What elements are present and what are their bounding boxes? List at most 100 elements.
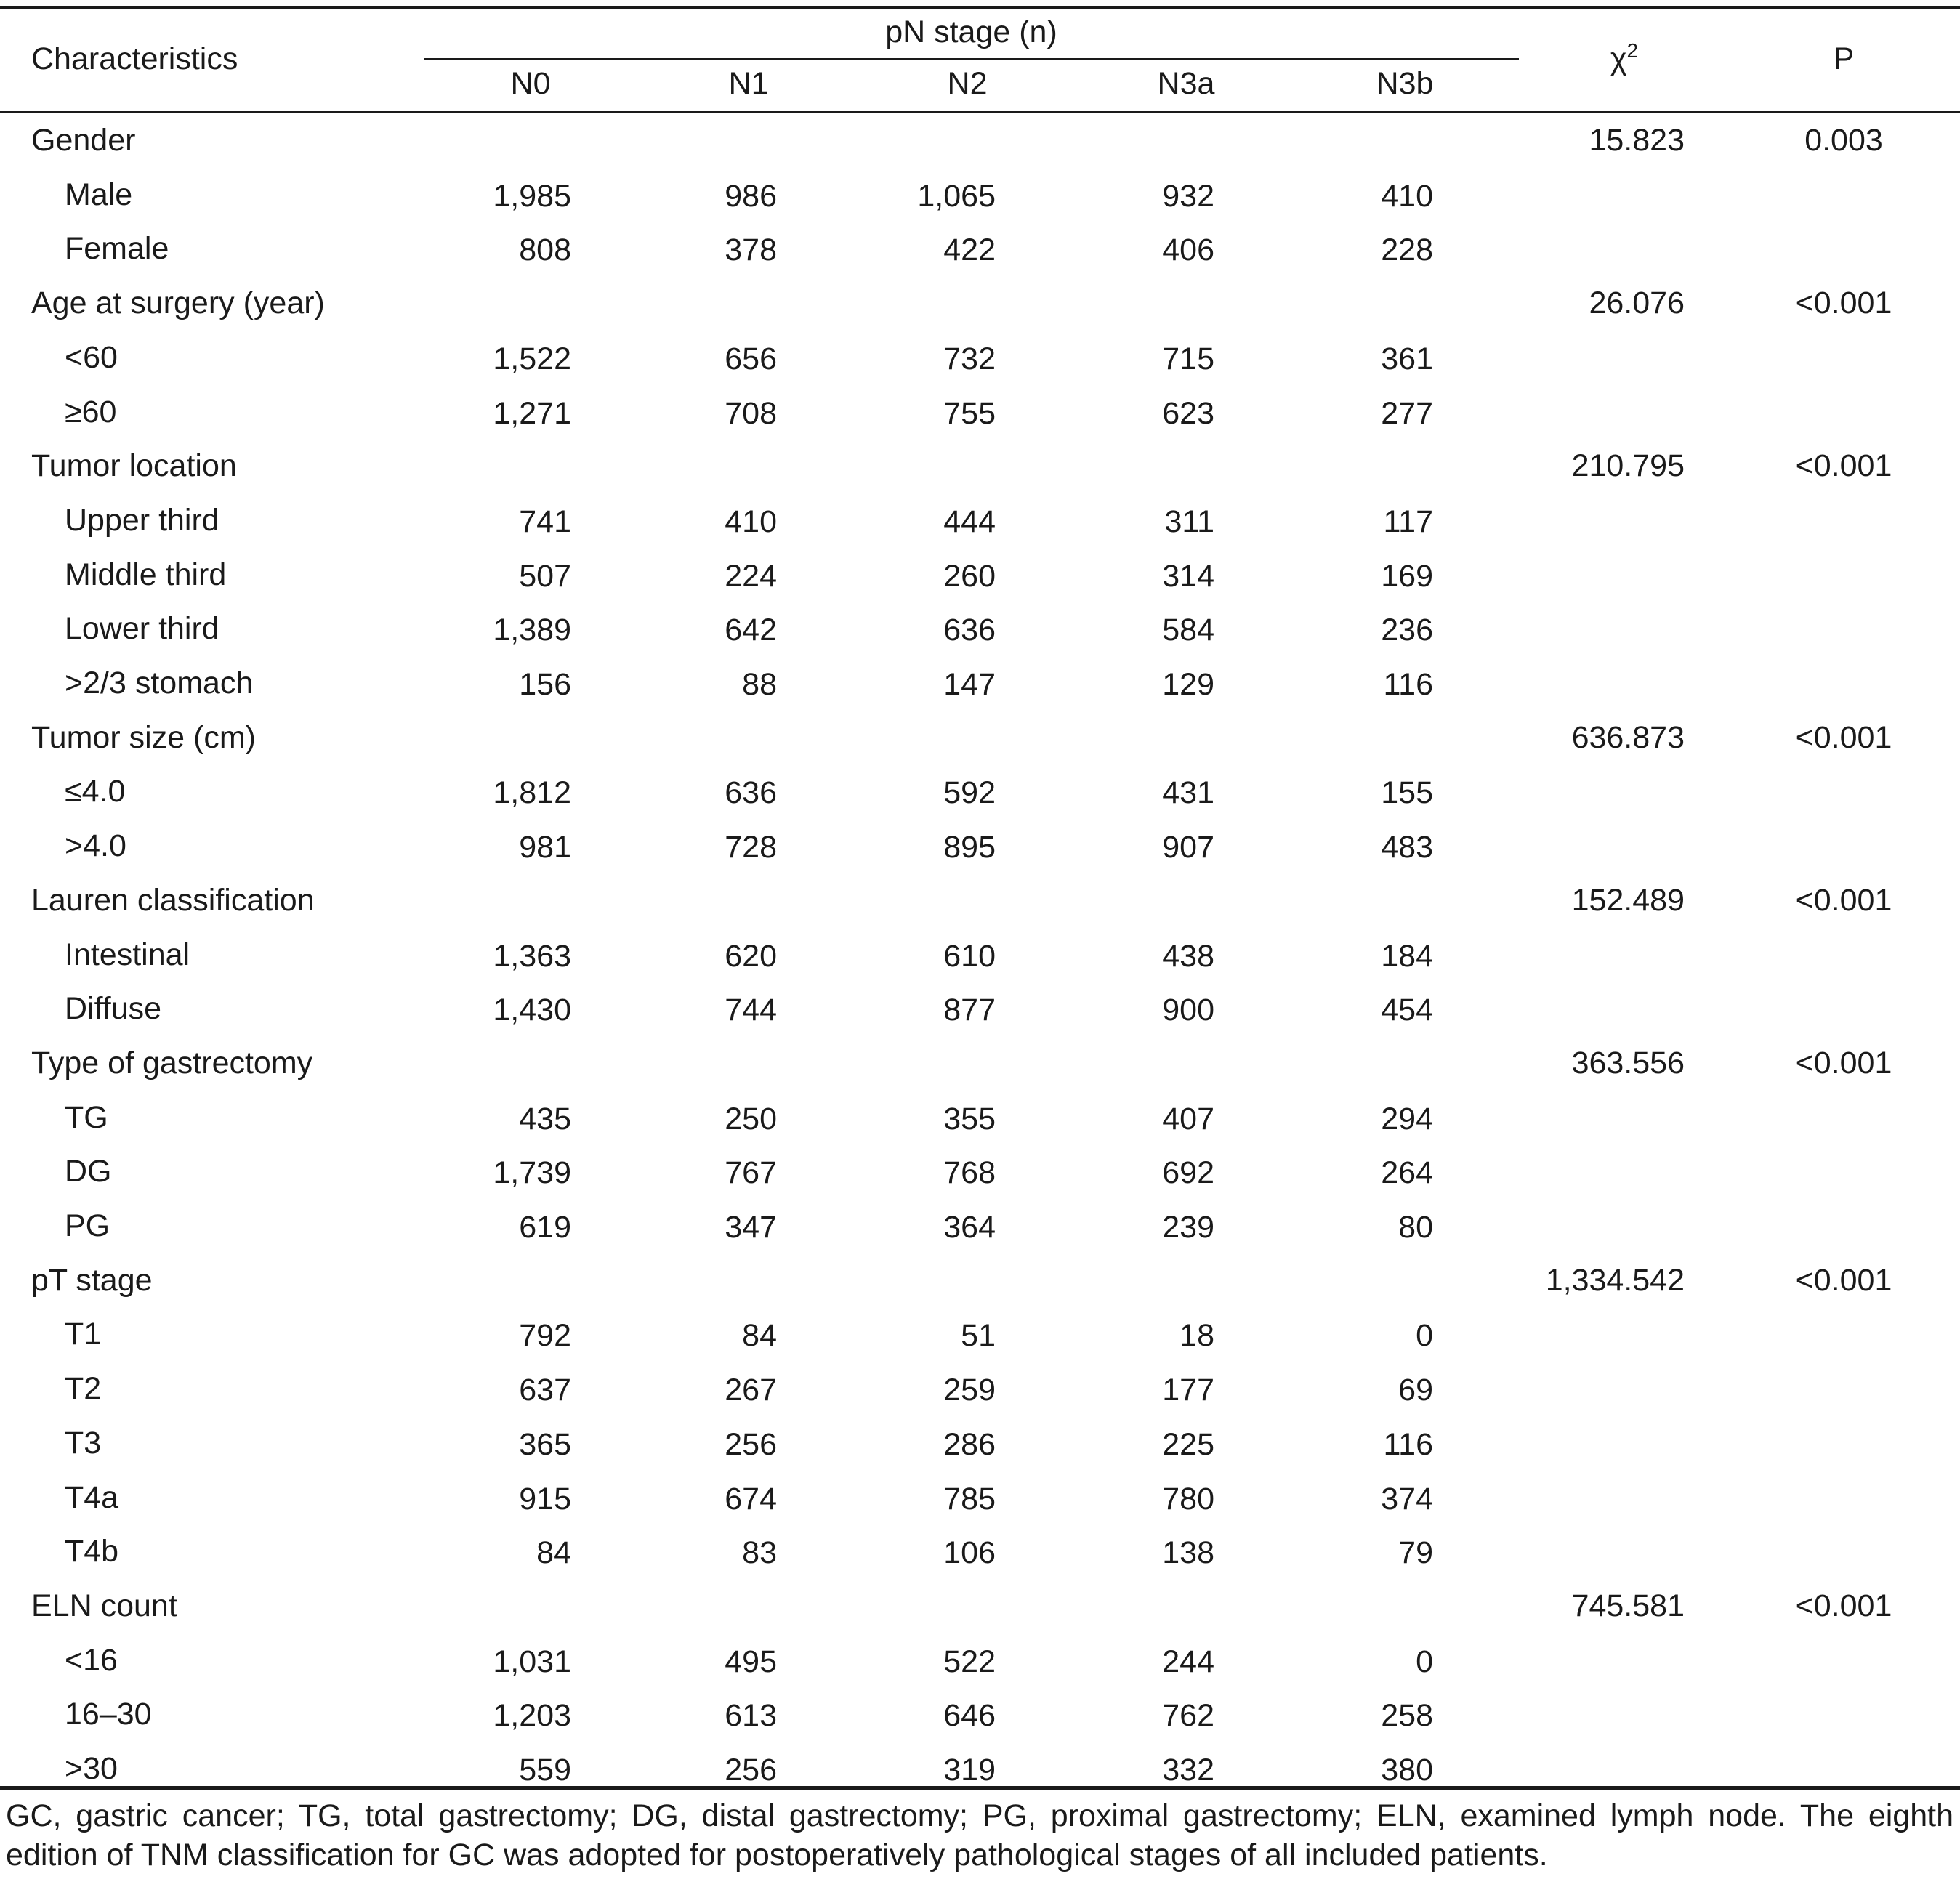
row-label: ≥60	[65, 395, 117, 429]
cell-n2: 755	[943, 396, 996, 431]
cell-n2: 522	[943, 1644, 996, 1679]
cell-n3a: 406	[1162, 233, 1214, 267]
cell-n3a: 438	[1162, 939, 1214, 974]
cell-n2: 422	[943, 233, 996, 267]
row-label: Diffuse	[65, 991, 162, 1026]
cell-n0: 792	[519, 1318, 571, 1353]
chi-exponent: 2	[1626, 39, 1639, 62]
cell-n0: 637	[519, 1373, 571, 1407]
cell-n3a: 584	[1162, 613, 1214, 647]
header-chi-square: χ2	[1515, 41, 1733, 76]
p-value: <0.001	[1795, 1046, 1892, 1080]
cell-n3a: 244	[1162, 1644, 1214, 1679]
cell-n3a: 907	[1162, 830, 1214, 865]
cell-n3b: 79	[1398, 1535, 1433, 1570]
cell-n3a: 900	[1162, 993, 1214, 1027]
cell-n1: 986	[725, 179, 777, 214]
cell-n3a: 225	[1162, 1427, 1214, 1462]
p-value: <0.001	[1795, 720, 1892, 755]
cell-n2: 768	[943, 1155, 996, 1190]
group-label: Tumor location	[31, 448, 237, 483]
p-value: <0.001	[1795, 286, 1892, 320]
header-n1: N1	[728, 66, 769, 101]
cell-n3a: 138	[1162, 1535, 1214, 1570]
cell-n3b: 258	[1381, 1698, 1433, 1733]
cell-n1: 674	[725, 1482, 777, 1516]
group-label: Tumor size (cm)	[31, 720, 256, 755]
cell-n2: 147	[943, 667, 996, 702]
p-value: <0.001	[1795, 883, 1892, 918]
cell-n2: 444	[943, 504, 996, 539]
cell-n3a: 762	[1162, 1698, 1214, 1733]
p-value: <0.001	[1795, 1588, 1892, 1623]
cell-n1: 767	[725, 1155, 777, 1190]
cell-n3a: 311	[1164, 504, 1214, 539]
row-label: T4b	[65, 1534, 119, 1569]
cell-n0: 1,812	[493, 775, 571, 810]
cell-n2: 895	[943, 830, 996, 865]
cell-n0: 1,985	[493, 179, 571, 214]
cell-n0: 808	[519, 233, 571, 267]
cell-n2: 592	[943, 775, 996, 810]
cell-n0: 365	[519, 1427, 571, 1462]
cell-n2: 106	[943, 1535, 996, 1570]
cell-n2: 355	[943, 1102, 996, 1136]
cell-n1: 250	[725, 1102, 777, 1136]
cell-n1: 84	[742, 1318, 777, 1353]
cell-n3b: 264	[1381, 1155, 1433, 1190]
cell-n1: 83	[742, 1535, 777, 1570]
cell-n3a: 692	[1162, 1155, 1214, 1190]
header-n2: N2	[947, 66, 988, 101]
chi-square-value: 636.873	[1571, 720, 1685, 755]
cell-n2: 785	[943, 1482, 996, 1516]
cell-n1: 620	[725, 939, 777, 974]
cell-n2: 1,065	[917, 179, 996, 214]
row-label: T2	[65, 1371, 102, 1406]
cell-n0: 1,203	[493, 1698, 571, 1733]
header-p: P	[1833, 41, 1855, 76]
cell-n2: 646	[943, 1698, 996, 1733]
header-n3b: N3b	[1376, 66, 1434, 101]
row-label: DG	[65, 1154, 112, 1189]
row-label: <60	[65, 340, 118, 375]
cell-n0: 915	[519, 1482, 571, 1516]
cell-n0: 1,271	[493, 396, 571, 431]
chi-square-value: 210.795	[1571, 448, 1685, 483]
row-label: <16	[65, 1643, 118, 1678]
cell-n0: 1,522	[493, 342, 571, 376]
cell-n1: 256	[725, 1427, 777, 1462]
cell-n2: 259	[943, 1373, 996, 1407]
group-label: ELN count	[31, 1588, 177, 1623]
cell-n3b: 361	[1381, 342, 1433, 376]
cell-n2: 610	[943, 939, 996, 974]
header-n0: N0	[510, 66, 551, 101]
row-label: Middle third	[65, 557, 227, 592]
cell-n1: 728	[725, 830, 777, 865]
header-characteristics: Characteristics	[31, 41, 238, 76]
cell-n0: 1,389	[493, 613, 571, 647]
cell-n1: 495	[725, 1644, 777, 1679]
chi-square-value: 26.076	[1589, 286, 1685, 320]
cell-n3b: 454	[1381, 993, 1433, 1027]
cell-n1: 642	[725, 613, 777, 647]
chi-symbol: χ	[1610, 41, 1627, 76]
cell-n0: 156	[519, 667, 571, 702]
cell-n3a: 239	[1162, 1210, 1214, 1245]
cell-n2: 260	[943, 559, 996, 594]
cell-n2: 732	[943, 342, 996, 376]
cell-n1: 224	[725, 559, 777, 594]
cell-n2: 364	[943, 1210, 996, 1245]
row-label: ≤4.0	[65, 774, 126, 809]
row-label: Female	[65, 231, 169, 266]
cell-n0: 1,739	[493, 1155, 571, 1190]
cell-n3a: 314	[1162, 559, 1214, 594]
cell-n1: 378	[725, 233, 777, 267]
cell-n0: 741	[519, 504, 571, 539]
row-label: PG	[65, 1208, 110, 1243]
cell-n0: 1,363	[493, 939, 571, 974]
group-label: pT stage	[31, 1263, 153, 1298]
row-label: >2/3 stomach	[65, 666, 254, 700]
cell-n2: 286	[943, 1427, 996, 1462]
cell-n2: 319	[943, 1753, 996, 1787]
row-label: >30	[65, 1751, 118, 1786]
